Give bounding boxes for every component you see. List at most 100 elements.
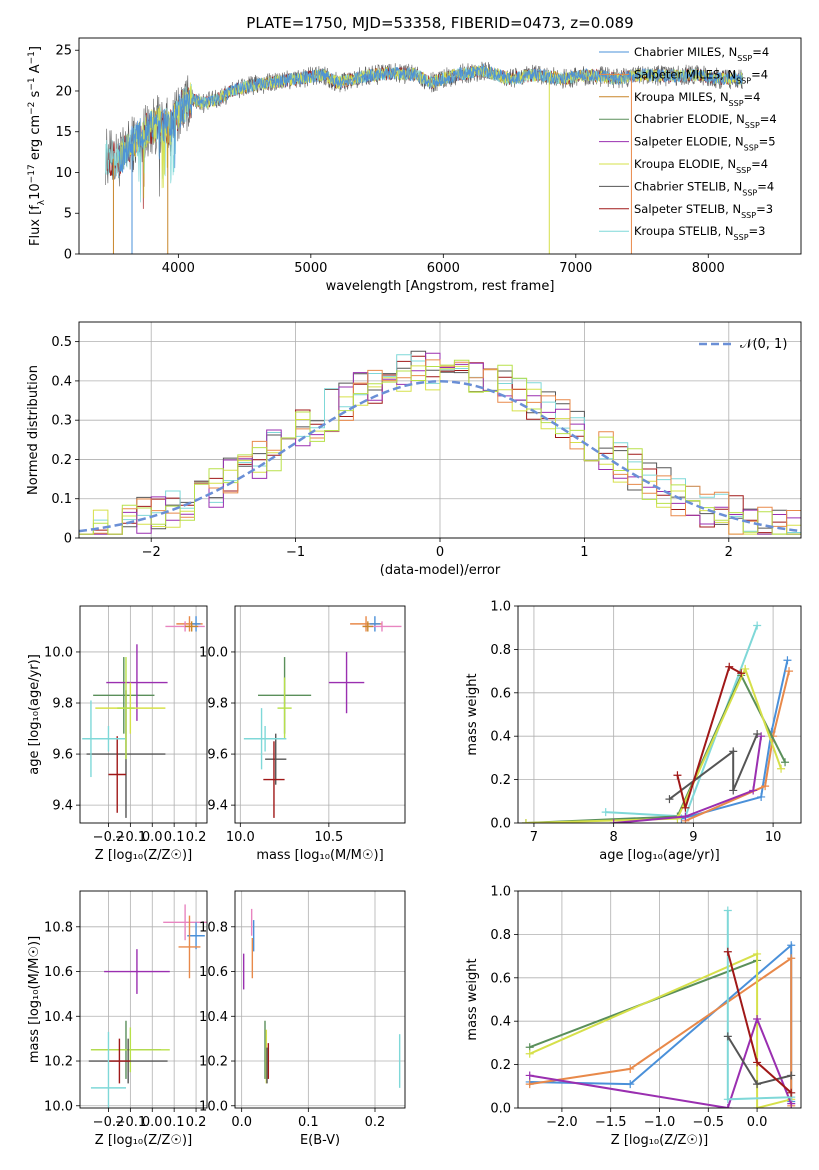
y-tick-label: 20 xyxy=(55,84,72,99)
y-axis-label: age [log₁₀(age/yr)] xyxy=(27,654,42,775)
x-tick-label: 0.1 xyxy=(164,830,185,845)
axes-frame xyxy=(78,37,802,255)
x-tick-label: 0.0 xyxy=(747,1115,768,1130)
axes-frame xyxy=(79,605,208,824)
panel-mass-vs-EBV: 0.0 0.1 0.2 10.0 10.2 10.4 10.6 10.8 E(B-V) xyxy=(199,890,406,1148)
y-tick-label: 0.2 xyxy=(490,1058,511,1073)
data-point-marker xyxy=(729,786,738,795)
grid xyxy=(80,891,207,1108)
grid xyxy=(235,891,405,1108)
panel-mass-weight-vs-Z: −2.0 −1.5 −1.0 −0.5 0.0 0.0 0.2 0.4 0.6 0.8 1.0 Z [… xyxy=(465,885,802,1148)
error-bar-point xyxy=(362,621,374,632)
plot-area xyxy=(525,906,796,1108)
y-tick-label: 25 xyxy=(55,44,72,59)
x-axis-label: Z [log₁₀(Z/Z☉)] xyxy=(95,1133,192,1148)
y-tick-label: 9.8 xyxy=(52,697,73,712)
error-bar-point xyxy=(277,677,292,739)
x-tick-label: 7 xyxy=(530,830,538,845)
data-point-marker xyxy=(673,814,682,823)
data-point-marker xyxy=(749,786,758,795)
x-tick-label: 10 xyxy=(765,830,782,845)
data-point-marker xyxy=(681,812,690,821)
y-tick-label: 0.6 xyxy=(490,686,511,701)
y-axis-label: Normed distribution xyxy=(26,365,41,495)
y-tick-label: 0.2 xyxy=(51,453,72,468)
error-bar-point xyxy=(106,644,168,721)
axes-frame xyxy=(517,890,802,1109)
error-bar-point xyxy=(328,651,365,714)
error-bar-point xyxy=(104,949,170,994)
x-tick-label: 0.2 xyxy=(365,1115,386,1130)
y-tick-label: 0.4 xyxy=(490,1015,511,1030)
error-bar-point xyxy=(90,1027,170,1073)
y-tick-label: 10.6 xyxy=(199,965,228,980)
histogram-salpeter-elodie xyxy=(79,352,801,538)
plot-area xyxy=(243,616,402,818)
y-tick-label: 0.4 xyxy=(490,730,511,745)
x-tick-label: −0.2 xyxy=(93,830,125,845)
error-bar-point xyxy=(187,922,205,950)
data-point-marker xyxy=(757,732,766,741)
x-tick-label: 8 xyxy=(610,830,618,845)
x-tick-label: −0.1 xyxy=(115,830,147,845)
axes-frame xyxy=(234,605,406,824)
y-axis-label: mass weight xyxy=(465,958,480,1040)
legend-label: Kroupa STELIB, NSSP=3 xyxy=(634,224,765,242)
data-point-marker xyxy=(525,1049,534,1058)
y-tick-label: 0 xyxy=(64,532,72,547)
x-tick-label: 10.5 xyxy=(314,830,343,845)
data-point-marker xyxy=(787,941,796,950)
axes-frame xyxy=(517,605,802,824)
series-line-chabrier-miles xyxy=(681,660,789,820)
data-point-marker xyxy=(753,1058,762,1067)
error-bar-point xyxy=(93,657,155,734)
x-tick-label: −2.0 xyxy=(546,1115,578,1130)
y-tick-label: 0.4 xyxy=(51,374,72,389)
x-axis-label: mass [log₁₀(M/M☉)] xyxy=(256,848,383,863)
panel-spectrum: 4000 5000 6000 7000 8000 0 5 10 15 20 25 wavelength… xyxy=(27,37,802,294)
y-tick-label: 9.4 xyxy=(207,799,228,814)
legend: Chabrier MILES, NSSP=4 Salpeter MILES, NS… xyxy=(599,45,777,242)
y-tick-label: 10.4 xyxy=(44,1010,73,1025)
x-tick-label: 6000 xyxy=(427,261,460,276)
grid xyxy=(518,605,801,824)
y-tick-label: 5 xyxy=(64,207,72,222)
y-tick-label: 10.2 xyxy=(199,1055,228,1070)
data-point-marker xyxy=(525,1071,534,1080)
series-line-chabrier-stelib xyxy=(668,733,759,800)
data-point-marker xyxy=(601,808,610,817)
plot-area xyxy=(521,621,794,823)
y-tick-label: 10.6 xyxy=(44,965,73,980)
x-tick-label: −1.5 xyxy=(595,1115,627,1130)
x-tick-label: 2 xyxy=(725,545,733,560)
legend-label: Kroupa ELODIE, NSSP=4 xyxy=(634,157,768,175)
error-bar-point xyxy=(263,741,285,818)
grid xyxy=(80,606,207,823)
figure-title: PLATE=1750, MJD=53358, FIBERID=0473, z=0… xyxy=(246,14,633,32)
y-tick-label: 0 xyxy=(64,248,72,263)
x-tick-label: 0.0 xyxy=(142,830,163,845)
data-point-marker xyxy=(753,1015,762,1024)
series-line-kroupa-elodie xyxy=(525,666,783,823)
series-line-kroupa-elodie xyxy=(529,952,792,1108)
y-tick-label: 9.8 xyxy=(207,697,228,712)
x-tick-label: 0 xyxy=(436,545,444,560)
x-tick-label: 4000 xyxy=(162,261,195,276)
y-tick-label: 0.8 xyxy=(490,928,511,943)
y-tick-label: 15 xyxy=(55,125,72,140)
data-point-marker xyxy=(785,667,794,676)
y-tick-label: 0.2 xyxy=(490,773,511,788)
y-axis-label: Flux [fλ10−17 erg cm−2 s−1 A−1] xyxy=(27,46,47,246)
y-tick-label: 9.6 xyxy=(207,748,228,763)
y-tick-label: 0.0 xyxy=(490,1102,511,1117)
x-tick-label: −0.2 xyxy=(93,1115,125,1130)
y-tick-label: 0.8 xyxy=(490,643,511,658)
y-tick-label: 10.2 xyxy=(44,1055,73,1070)
x-tick-label: 0.2 xyxy=(186,830,207,845)
x-tick-label: −0.1 xyxy=(115,1115,147,1130)
y-tick-label: 10.4 xyxy=(199,1010,228,1025)
x-tick-label: 0.0 xyxy=(231,1115,252,1130)
error-bar-point xyxy=(117,657,135,760)
